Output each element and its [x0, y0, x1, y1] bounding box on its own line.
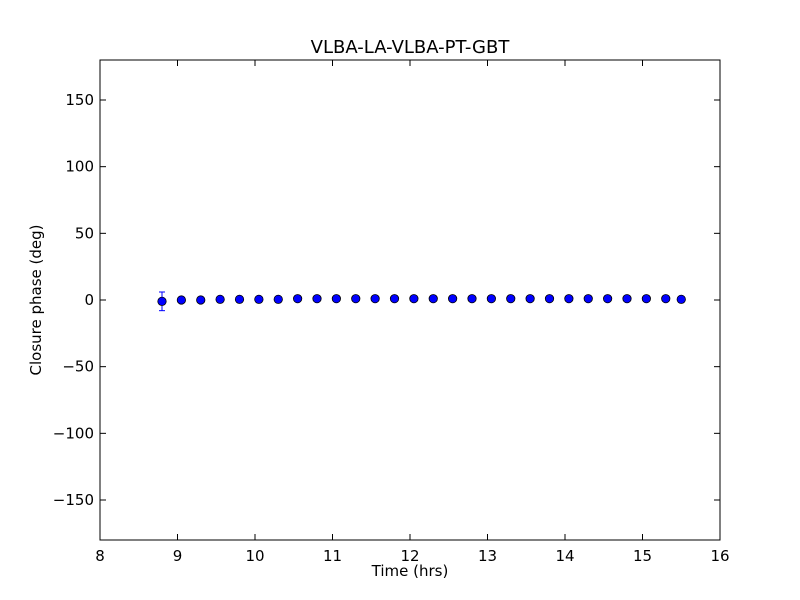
data-point	[312, 294, 322, 304]
data-point	[234, 294, 245, 304]
data-point	[428, 294, 438, 304]
y-tick-label: 50	[75, 224, 94, 242]
x-tick-label: 14	[555, 547, 574, 565]
x-tick-label: 15	[633, 547, 652, 565]
data-point	[661, 294, 671, 304]
x-tick-label: 8	[95, 547, 105, 565]
data-point	[293, 294, 303, 304]
data-point	[467, 294, 477, 304]
x-tick-label: 12	[400, 547, 419, 565]
y-tick-label: 100	[65, 158, 94, 176]
y-tick-label: −150	[53, 491, 94, 509]
data-point	[351, 294, 361, 304]
y-tick-label: −50	[62, 358, 94, 376]
data-point	[564, 294, 574, 304]
y-tick-label: −100	[53, 424, 94, 442]
data-point	[583, 294, 593, 304]
y-tick-label: 150	[65, 91, 94, 109]
data-point	[448, 294, 458, 304]
plot-area: 8 9 10 11 12 13 14 15 16 −150 −100 −50 0 50 100 150	[53, 59, 730, 565]
x-tick-label: 13	[478, 547, 497, 565]
data-point	[273, 294, 283, 304]
data-point	[196, 295, 206, 305]
data-point	[370, 294, 380, 304]
x-tick-label: 11	[323, 547, 342, 565]
data-point	[157, 296, 167, 306]
chart-title: VLBA-LA-VLBA-PT-GBT	[311, 37, 511, 58]
data-point	[544, 294, 555, 304]
data-point	[525, 294, 535, 304]
data-point	[676, 294, 686, 304]
data-point	[389, 294, 400, 304]
data-point	[254, 294, 264, 304]
x-tick-label: 9	[173, 547, 183, 565]
y-axis-label: Closure phase (deg)	[27, 225, 45, 376]
x-tick-label: 16	[710, 547, 729, 565]
data-point	[622, 294, 632, 304]
data-point	[641, 294, 651, 304]
y-tick-label: 0	[84, 291, 94, 309]
data-point	[176, 295, 186, 305]
data-point	[409, 294, 419, 304]
data-point	[603, 294, 613, 304]
x-axis-label: Time (hrs)	[371, 562, 449, 580]
data-point	[331, 294, 341, 304]
data-point	[506, 294, 516, 304]
data-point	[215, 294, 225, 304]
data-point	[486, 294, 496, 304]
x-tick-label: 10	[245, 547, 264, 565]
